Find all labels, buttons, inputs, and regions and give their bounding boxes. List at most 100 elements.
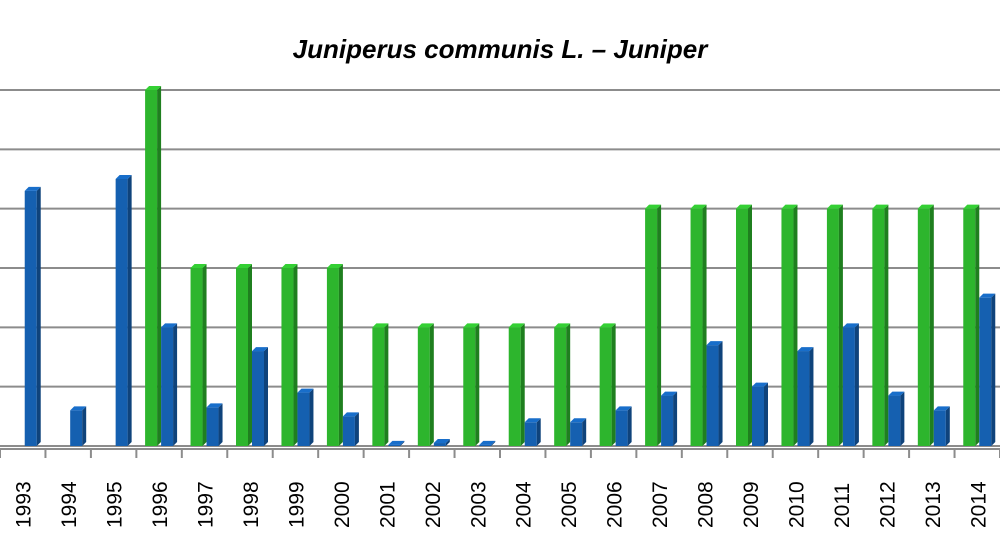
bar-top [933,406,950,411]
bar-top [508,323,525,328]
bar-top [161,323,178,328]
bar-top [70,406,87,411]
x-tick-label: 1999 [285,481,308,528]
bar-front [115,179,128,446]
bar [706,341,723,446]
bar-side [248,264,252,446]
bar-front [145,90,158,446]
bar-front [645,208,658,446]
bar [479,440,496,446]
bar [826,204,843,446]
bar-top [524,418,541,423]
bar-top [297,388,314,393]
bar-front [236,268,248,446]
bar-top [736,204,752,209]
x-tick-label: 2002 [422,481,445,528]
bar [554,323,571,446]
bar-front [281,268,294,446]
bar-side [657,204,662,446]
bar-side [475,323,480,446]
bar-top [842,323,859,328]
bar-side [520,323,525,446]
bar-front [417,327,430,446]
bar [342,412,359,446]
x-tick-label: 2006 [604,481,627,528]
bar-side [157,86,162,446]
bar-front [372,327,385,446]
x-tick-labels: 1993 1994 1995 1996 1997 1998 1999 2000 2001 2002… [13,481,991,528]
x-tick-label: 2003 [467,481,490,528]
bar-side [400,440,405,446]
x-tick-label: 2009 [740,481,763,528]
bar-top [826,204,843,209]
bar-side [764,382,768,446]
bar [161,323,178,446]
bar-front [554,327,567,446]
x-tick-label: 2001 [376,481,399,528]
bar [417,323,434,446]
bar [372,323,389,446]
bar [752,382,768,446]
bar-front [206,407,219,446]
bar-front [917,208,930,446]
bar [615,406,632,446]
bar-side [702,204,707,446]
bar-top [979,293,996,298]
bar-side [491,440,496,446]
bar-side [582,418,587,446]
bar-side [929,204,934,446]
bar-front [570,422,583,446]
bar [963,204,980,446]
bar-side [900,391,905,446]
x-tick-label: 2010 [785,481,808,528]
bar [690,204,707,446]
bars [24,86,996,446]
bar-side [127,175,132,446]
bar-side [429,323,434,446]
bar-side [611,323,616,446]
x-tick-label: 2011 [831,483,854,528]
bar-top [781,204,798,209]
bar-side [264,347,268,446]
bar-top [326,264,343,268]
bar-top [888,391,905,396]
x-tick-label: 1995 [104,481,127,528]
bar-top [615,406,632,411]
bar-top [661,391,678,396]
bar-top [752,382,768,387]
bar-front [842,327,855,446]
x-tick-label: 1997 [195,481,218,528]
bar [433,439,450,446]
bar-side [309,388,314,446]
bar-side [218,403,223,446]
bar-side [293,264,298,446]
x-tick-label: 1998 [240,481,263,528]
x-tick-label: 2007 [649,481,672,528]
bar-front [388,444,401,446]
bar-side [991,293,996,446]
x-axis [0,448,1000,458]
x-tick-label: 2013 [922,481,945,528]
bar-top [433,439,450,444]
bar-side [566,323,571,446]
bar-top [645,204,662,209]
bar [297,388,314,446]
bar-top [281,264,298,268]
bar-front [661,395,674,446]
bar-side [202,264,207,446]
bar-front [888,395,901,446]
bar [524,418,541,446]
bar-front [706,345,719,446]
bar [645,204,662,446]
bar [145,86,162,446]
bar [115,175,132,446]
bar-top [463,323,480,328]
bar-front [963,208,976,446]
bar-front [524,422,537,446]
bar-top [190,264,207,268]
bar [24,186,41,446]
bar-side [945,406,950,446]
bar-top [115,175,132,179]
bar [252,347,268,446]
